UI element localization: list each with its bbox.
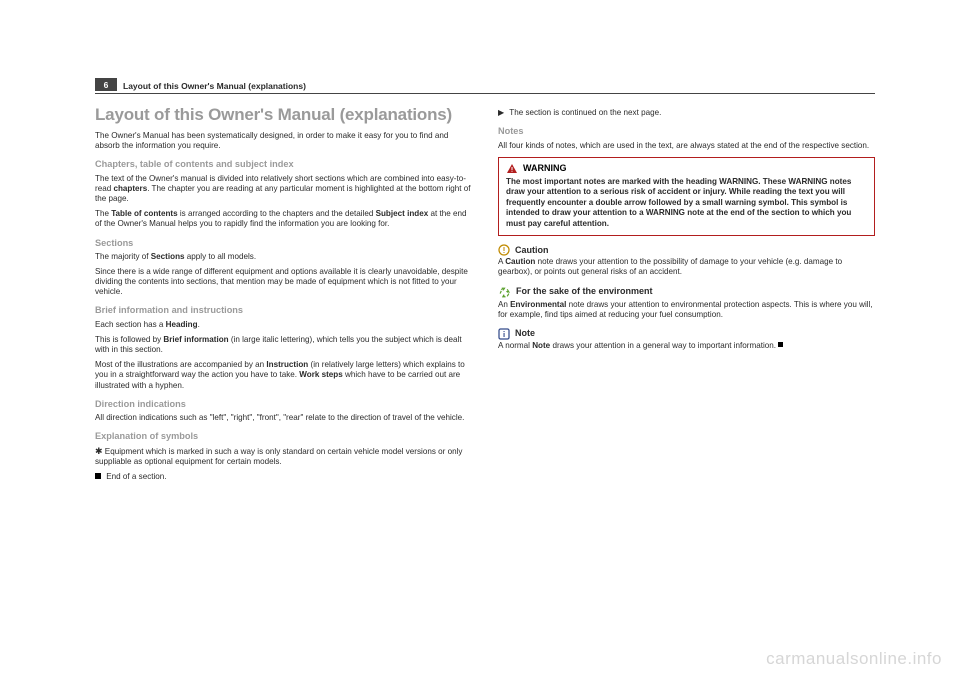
brief-p1: Each section has a Heading. (95, 320, 472, 330)
continued-line: ▶ The section is continued on the next p… (498, 108, 875, 118)
symbols-p2: End of a section. (95, 472, 472, 482)
warning-box: WARNING The most important notes are mar… (498, 157, 875, 237)
warning-triangle-icon (506, 163, 518, 175)
continue-arrow-icon: ▶ (498, 108, 504, 118)
page-title: Layout of this Owner's Manual (explanati… (95, 104, 472, 125)
heading-chapters: Chapters, table of contents and subject … (95, 159, 472, 171)
caution-body: A Caution note draws your attention to t… (498, 257, 875, 277)
sections-p2: Since there is a wide range of different… (95, 267, 472, 297)
star-icon: ✱ (95, 446, 103, 456)
heading-direction: Direction indications (95, 399, 472, 411)
recycle-icon (498, 286, 511, 299)
end-square-icon (95, 473, 101, 479)
running-title: Layout of this Owner's Manual (explanati… (123, 81, 306, 91)
chapters-p2: The Table of contents is arranged accord… (95, 209, 472, 229)
heading-sections: Sections (95, 238, 472, 250)
running-head: 6 Layout of this Owner's Manual (explana… (95, 78, 875, 94)
info-square-icon (498, 328, 510, 340)
two-column-layout: Layout of this Owner's Manual (explanati… (95, 104, 875, 487)
note-title-row: Note (498, 328, 875, 340)
warning-body: The most important notes are marked with… (506, 177, 867, 230)
brief-p2: This is followed by Brief information (i… (95, 335, 472, 355)
page-number: 6 (95, 78, 117, 91)
environment-body: An Environmental note draws your attenti… (498, 300, 875, 320)
warning-title-row: WARNING (506, 163, 867, 175)
sections-p1: The majority of Sections apply to all mo… (95, 252, 472, 262)
brief-p3: Most of the illustrations are accompanie… (95, 360, 472, 390)
right-column: ▶ The section is continued on the next p… (498, 104, 875, 487)
environment-title-row: For the sake of the environment (498, 286, 875, 299)
end-marker-icon (778, 342, 783, 347)
heading-brief: Brief information and instructions (95, 305, 472, 317)
caution-title-row: Caution (498, 244, 875, 256)
page-content: 6 Layout of this Owner's Manual (explana… (95, 78, 875, 487)
symbols-p1: ✱ Equipment which is marked in such a wa… (95, 446, 472, 467)
chapters-p1: The text of the Owner's manual is divide… (95, 174, 472, 204)
heading-symbols: Explanation of symbols (95, 431, 472, 443)
notes-intro: All four kinds of notes, which are used … (498, 141, 875, 151)
watermark-text: carmanualsonline.info (766, 649, 942, 669)
heading-notes: Notes (498, 126, 875, 138)
note-body: A normal Note draws your attention in a … (498, 341, 875, 351)
caution-circle-icon (498, 244, 510, 256)
intro-paragraph: The Owner's Manual has been systematical… (95, 131, 472, 151)
left-column: Layout of this Owner's Manual (explanati… (95, 104, 472, 487)
direction-p1: All direction indications such as "left"… (95, 413, 472, 423)
